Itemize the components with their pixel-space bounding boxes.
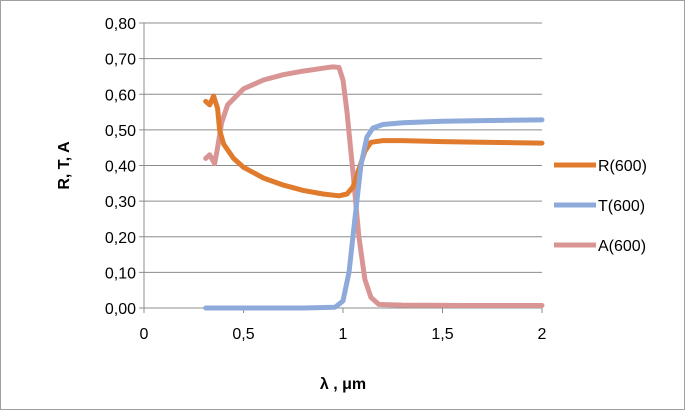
x-tick-label: 1 [339,326,348,343]
x-tick-label: 0,5 [232,326,254,343]
y-tick-label: 0,50 [105,123,136,140]
y-tick-label: 0,70 [105,52,136,69]
series-line-r600 [203,93,545,199]
gridlines [144,22,542,273]
y-tick-label: 0,60 [105,87,136,104]
series-lines [203,64,545,311]
y-tick-label: 0,30 [105,194,136,211]
legend: R(600) T(600) A(600) [554,158,647,255]
y-tick-label: 0,40 [105,159,136,176]
y-axis-title: R, T, A [56,141,73,190]
x-tick-label: 0 [140,326,149,343]
x-tick-label: 2 [538,326,547,343]
legend-label: A(600) [598,238,646,255]
y-tick-label: 0,80 [105,16,136,33]
y-tick-label: 0,20 [105,230,136,247]
tick-labels: 0,00 0,10 0,20 0,30 0,40 0,50 0,60 0,70 0,80 0 0,5… [105,16,547,343]
series-line-a600 [203,64,545,308]
series-line-t600 [203,117,545,311]
x-axis-title: λ , μm [320,376,366,393]
y-tick-label: 0,00 [105,301,136,318]
legend-label: T(600) [598,198,645,215]
x-tick-label: 1,5 [431,326,453,343]
y-tick-label: 0,10 [105,265,136,282]
legend-label: R(600) [598,158,647,175]
